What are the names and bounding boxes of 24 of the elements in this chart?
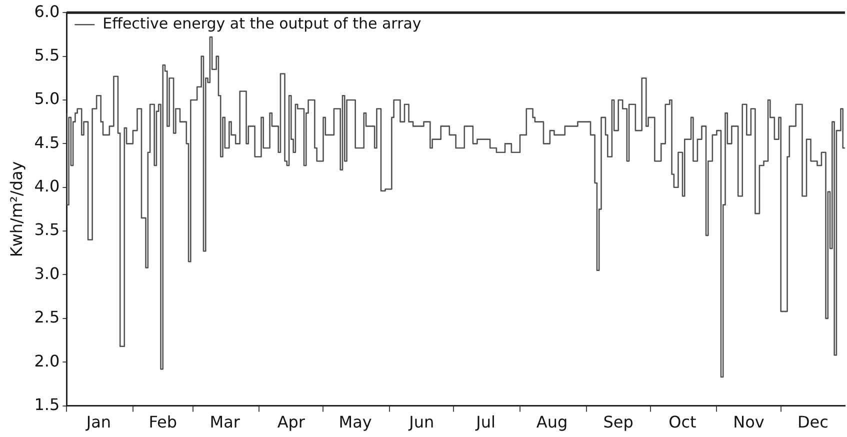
y-tick-label: 5.5 bbox=[34, 45, 60, 64]
legend-label: Effective energy at the output of the array bbox=[102, 14, 422, 32]
y-tick-label: 6.0 bbox=[34, 2, 60, 21]
x-tick-label: Dec bbox=[797, 412, 828, 432]
x-tick-label: Aug bbox=[536, 412, 568, 432]
x-tick-label: Jul bbox=[475, 412, 496, 432]
y-tick-label: 2.0 bbox=[34, 351, 60, 370]
x-tick-label: Mar bbox=[210, 412, 240, 432]
y-tick-label: 3.5 bbox=[34, 220, 60, 240]
y-tick-label: 2.5 bbox=[34, 308, 60, 327]
y-tick-label: 3.0 bbox=[34, 264, 60, 283]
y-tick-label: 4.5 bbox=[34, 132, 60, 152]
x-tick-label: Jun bbox=[408, 412, 434, 432]
y-tick-label: 5.0 bbox=[34, 89, 60, 108]
x-tick-label: Oct bbox=[668, 412, 696, 432]
x-tick-label: Jan bbox=[85, 412, 112, 432]
x-tick-label: Nov bbox=[733, 412, 764, 432]
y-tick-label: 4.0 bbox=[34, 176, 60, 196]
x-tick-label: Apr bbox=[277, 412, 306, 432]
y-tick-label: 1.5 bbox=[34, 394, 60, 414]
y-axis-title: Kwh/m²/day bbox=[6, 161, 26, 258]
x-tick-label: May bbox=[338, 412, 372, 432]
x-tick-label: Feb bbox=[148, 412, 178, 432]
x-tick-label: Sep bbox=[603, 412, 634, 432]
